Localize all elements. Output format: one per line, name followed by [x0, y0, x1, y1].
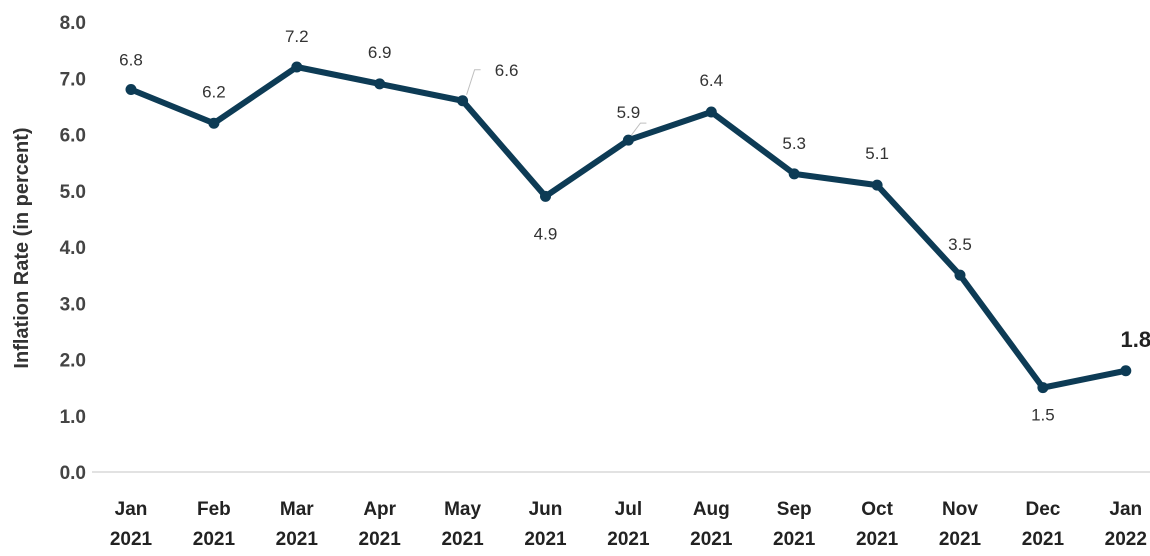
x-tick-label-month: Sep [777, 499, 812, 520]
data-point [705, 106, 717, 118]
y-tick-label: 3.0 [60, 294, 86, 315]
data-label: 6.8 [119, 51, 143, 70]
label-connector [466, 69, 481, 95]
x-tick-label-year: 2021 [1022, 529, 1065, 550]
x-axis-ticks: Jan 2021 Feb 2021 Mar 2021 Apr 2021 May 2021 Jun 20… [110, 499, 1147, 550]
data-label: 6.9 [368, 43, 392, 62]
data-point [871, 179, 883, 191]
data-label: 4.9 [534, 224, 558, 243]
x-tick-label-year: 2021 [607, 529, 650, 550]
y-tick-label: 4.0 [60, 238, 86, 259]
data-point [1037, 382, 1049, 394]
x-tick-label-year: 2022 [1105, 529, 1147, 550]
data-point [540, 190, 551, 202]
data-label: 6.6 [495, 61, 519, 80]
x-tick-label-month: Apr [363, 499, 396, 520]
data-point [788, 168, 800, 180]
y-axis-ticks: 0.0 1.0 2.0 3.0 4.0 5.0 6.0 7.0 8.0 [60, 13, 86, 484]
x-tick-label-year: 2021 [441, 529, 484, 550]
x-tick-label-month: Dec [1025, 499, 1060, 520]
data-label: 7.2 [285, 27, 309, 46]
y-tick-label: 7.0 [60, 69, 86, 90]
x-tick-label-year: 2021 [110, 529, 153, 550]
data-point [208, 117, 220, 129]
x-tick-label-year: 2021 [939, 529, 982, 550]
data-point [622, 134, 634, 146]
data-label: 6.2 [202, 82, 226, 101]
x-tick-label-year: 2021 [773, 529, 816, 550]
y-tick-label: 5.0 [60, 182, 86, 203]
x-tick-label-year: 2021 [193, 529, 236, 550]
data-point [1120, 365, 1132, 377]
y-tick-label: 2.0 [60, 351, 86, 372]
x-tick-label-month: Oct [861, 499, 893, 520]
data-points [125, 61, 1132, 394]
data-label: 5.3 [782, 134, 806, 153]
y-tick-label: 0.0 [60, 463, 86, 484]
data-label: 5.1 [865, 144, 889, 163]
label-connectors [466, 69, 647, 136]
x-tick-label-year: 2021 [276, 529, 319, 550]
y-tick-label: 1.0 [60, 407, 86, 428]
x-tick-label-year: 2021 [690, 529, 733, 550]
x-tick-label-month: Jan [1109, 499, 1142, 520]
y-tick-label: 6.0 [60, 126, 86, 147]
y-axis-label: Inflation Rate (in percent) [11, 127, 33, 368]
x-tick-label-year: 2021 [856, 529, 899, 550]
data-label: 1.5 [1031, 406, 1055, 425]
data-label: 6.4 [699, 71, 723, 90]
data-labels: 6.8 6.2 7.2 6.9 6.6 4.9 5.9 6.4 5.3 5.1 3.5 1.5 1.8 [119, 27, 1150, 425]
data-label: 1.8 [1121, 327, 1150, 352]
x-tick-label-year: 2021 [359, 529, 402, 550]
data-point [457, 95, 469, 107]
data-label: 5.9 [617, 103, 641, 122]
x-tick-label-month: Mar [280, 499, 314, 520]
x-tick-label-month: Jun [529, 499, 563, 520]
x-tick-label-month: Feb [197, 499, 231, 520]
x-tick-label-month: Jul [615, 499, 642, 520]
x-tick-label-year: 2021 [524, 529, 567, 550]
data-point [954, 269, 966, 281]
data-point [291, 61, 303, 73]
x-tick-label-month: Jan [115, 499, 148, 520]
data-label: 3.5 [948, 235, 972, 254]
data-point [125, 84, 137, 95]
label-connector [631, 122, 647, 136]
x-tick-label-month: May [444, 499, 481, 520]
y-tick-label: 8.0 [60, 13, 86, 34]
x-tick-label-month: Nov [942, 499, 978, 520]
data-point [374, 78, 386, 90]
x-tick-label-month: Aug [693, 499, 730, 520]
